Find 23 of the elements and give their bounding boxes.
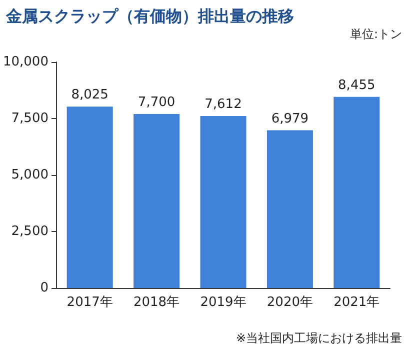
chart-title: 金属スクラップ（有価物）排出量の推移 bbox=[5, 6, 294, 26]
x-tick-label: 2017年 bbox=[66, 295, 113, 310]
data-label: 7,700 bbox=[138, 94, 176, 110]
bar bbox=[266, 130, 313, 288]
x-tick-label: 2018年 bbox=[133, 295, 180, 310]
y-tick-label: 0 bbox=[40, 280, 48, 296]
bar bbox=[134, 114, 180, 288]
y-axis-title: 単位:トン bbox=[350, 27, 402, 41]
data-label: 7,612 bbox=[204, 96, 242, 112]
text: ※当社国内工場における排出量 bbox=[236, 331, 402, 345]
x-tick-label: 2021年 bbox=[334, 295, 380, 310]
data-label: 8,455 bbox=[338, 78, 376, 93]
x-tick-label: 2020年 bbox=[266, 295, 313, 310]
bar bbox=[200, 116, 246, 288]
y-tick-label: 5,000 bbox=[11, 168, 48, 182]
data-label: 8,025 bbox=[71, 88, 108, 103]
data-label: 6,979 bbox=[271, 111, 309, 126]
y-tick-label: 2,500 bbox=[11, 224, 48, 239]
y-tick-label: 10,000 bbox=[2, 54, 48, 70]
y-tick-label: 7,500 bbox=[11, 111, 48, 126]
bar bbox=[334, 96, 380, 288]
x-tick-label: 2019年 bbox=[200, 295, 246, 310]
bar bbox=[66, 106, 113, 288]
